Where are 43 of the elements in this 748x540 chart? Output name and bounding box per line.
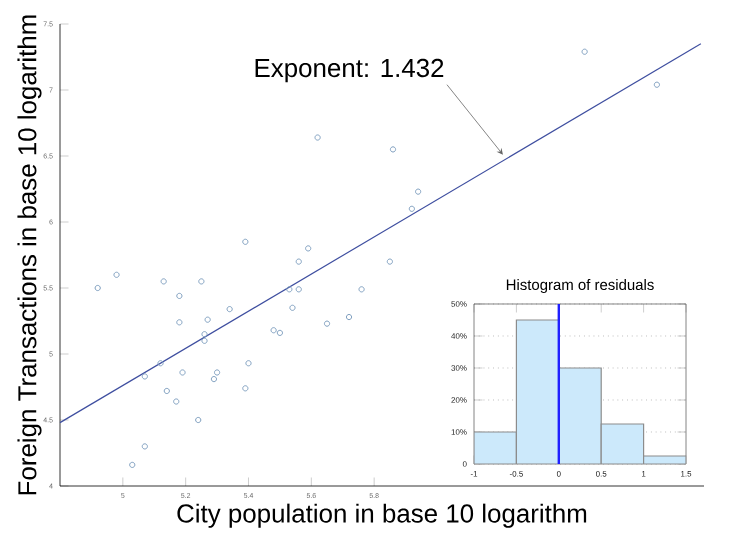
y-axis-title: Foreign Transactions in base 10 logarithm (17, 15, 42, 495)
point (415, 188, 422, 195)
point (295, 286, 302, 293)
point (198, 278, 205, 285)
point (389, 146, 397, 153)
point (314, 134, 321, 141)
point (160, 278, 167, 285)
point (289, 304, 296, 311)
point (245, 360, 252, 367)
point (129, 461, 136, 468)
point (226, 306, 233, 313)
point (201, 331, 208, 338)
point (270, 327, 277, 334)
point (195, 416, 202, 424)
point (653, 81, 660, 88)
x-axis-title: City population in base 10 logarithm (177, 503, 587, 528)
point (173, 398, 180, 405)
point (242, 385, 249, 392)
point (345, 313, 353, 321)
point (323, 320, 331, 327)
point (305, 245, 312, 252)
point (141, 373, 148, 380)
point (386, 258, 393, 265)
point (295, 258, 302, 265)
point (163, 387, 170, 395)
annotation: Exponent: 1.432 (255, 58, 444, 83)
point (408, 205, 415, 212)
point (276, 329, 284, 336)
point (176, 292, 183, 300)
point (94, 284, 101, 292)
point (581, 48, 588, 55)
point (358, 286, 365, 293)
point (141, 443, 148, 450)
point (179, 369, 186, 376)
point (157, 360, 164, 367)
point (213, 369, 221, 376)
point (201, 337, 208, 344)
point (113, 271, 120, 278)
point (204, 316, 211, 323)
point (242, 238, 249, 245)
point (286, 286, 293, 293)
point (210, 375, 218, 383)
point (176, 319, 183, 326)
